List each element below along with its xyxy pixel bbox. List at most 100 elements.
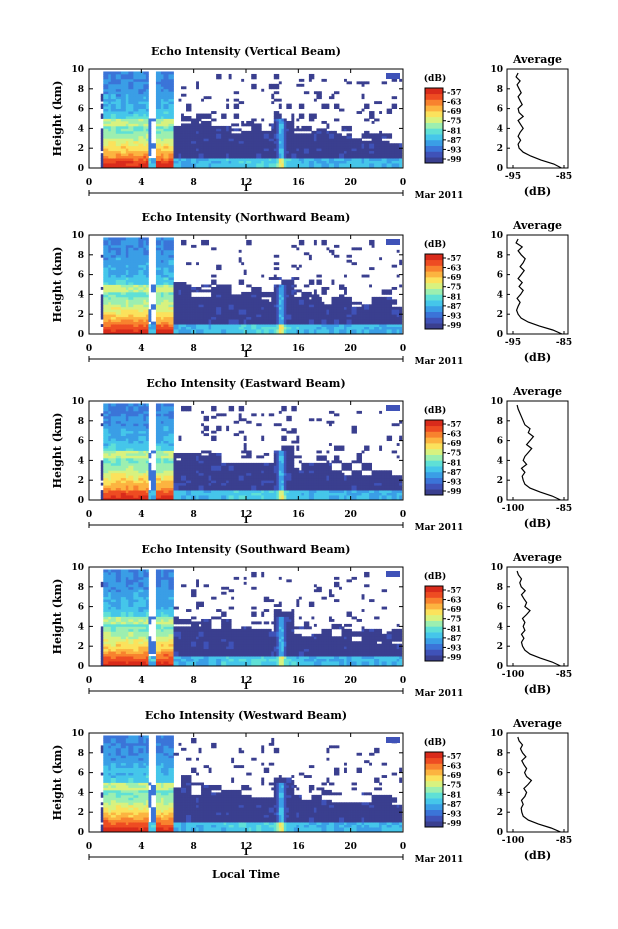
heatmap-cell xyxy=(216,148,220,152)
heatmap-cell xyxy=(168,257,172,261)
heatmap-cell xyxy=(128,150,132,154)
heatmap-cell xyxy=(105,267,109,271)
heatmap-cell xyxy=(236,98,240,102)
heatmap-cell xyxy=(170,296,174,300)
heatmap-cell xyxy=(118,125,122,129)
heatmap-cell xyxy=(163,135,167,139)
heatmap-cell xyxy=(140,269,144,273)
heatmap-cell xyxy=(293,160,297,164)
heatmap-cell xyxy=(191,125,194,129)
heatmap-cell xyxy=(371,133,375,137)
heatmap-cell xyxy=(266,150,270,154)
heatmap-cell xyxy=(211,294,215,298)
heatmap-cell xyxy=(155,262,159,266)
heatmap-cell xyxy=(145,289,149,293)
heatmap-cell xyxy=(188,145,192,149)
heatmap-cell xyxy=(371,140,375,144)
heatmap-cell xyxy=(138,123,142,127)
heatmap-cell xyxy=(298,78,302,82)
heatmap-cell xyxy=(231,128,235,132)
heatmap-cell xyxy=(173,165,177,169)
heatmap-cell xyxy=(160,286,164,290)
heatmap-cell xyxy=(196,331,199,335)
heatmap-cell xyxy=(178,306,182,310)
heatmap-cell xyxy=(241,321,245,325)
heatmap-cell xyxy=(145,76,149,80)
heatmap-cell xyxy=(248,150,252,154)
heatmap-cell xyxy=(160,267,164,271)
heatmap-cell xyxy=(281,148,285,152)
heatmap-cell xyxy=(278,118,282,122)
heatmap-cell xyxy=(170,78,174,82)
heatmap-cell xyxy=(236,135,240,139)
heatmap-cell xyxy=(331,155,335,159)
heatmap-cell xyxy=(113,81,117,85)
heatmap-cell xyxy=(118,296,122,300)
heatmap-cell xyxy=(100,116,104,119)
heatmap-cell xyxy=(155,306,159,310)
heatmap-cell xyxy=(243,148,247,152)
heatmap-cell xyxy=(143,153,147,157)
heatmap-cell xyxy=(165,125,169,129)
heatmap-cell xyxy=(191,296,194,300)
heatmap-cell xyxy=(223,128,227,132)
heatmap-cell xyxy=(278,163,282,166)
heatmap-cell xyxy=(193,140,197,144)
heatmap-cell xyxy=(276,76,280,80)
heatmap-cell xyxy=(316,316,320,320)
heatmap-cell xyxy=(256,135,260,139)
heatmap-cell xyxy=(183,160,187,164)
heatmap-cell xyxy=(191,118,194,122)
heatmap-cell xyxy=(236,138,240,142)
heatmap-cell xyxy=(281,321,285,325)
heatmap-cell xyxy=(130,316,134,320)
heatmap-cell xyxy=(318,91,322,95)
heatmap-cell xyxy=(178,155,182,159)
heatmap-cell xyxy=(258,314,262,318)
heatmap-cell xyxy=(349,135,352,139)
heatmap-cell xyxy=(160,289,164,293)
heatmap-cell xyxy=(366,135,370,139)
heatmap-cell xyxy=(258,321,262,325)
heatmap-cell xyxy=(339,153,342,157)
heatmap-cell xyxy=(138,274,142,278)
heatmap-cell xyxy=(140,296,144,300)
heatmap-cell xyxy=(268,331,272,335)
heatmap-cell xyxy=(140,158,144,161)
heatmap-cell xyxy=(306,163,310,166)
heatmap-cell xyxy=(125,133,129,137)
heatmap-cell xyxy=(374,101,378,105)
heatmap-cell xyxy=(253,294,257,298)
heatmap-cell xyxy=(261,314,265,318)
heatmap-cell xyxy=(130,272,134,276)
heatmap-cell xyxy=(145,145,149,149)
heatmap-cell xyxy=(268,145,272,149)
heatmap-cell xyxy=(331,153,335,157)
heatmap-cell xyxy=(130,299,134,303)
heatmap-cell xyxy=(176,311,179,315)
heatmap-cell xyxy=(110,274,114,278)
heatmap-cell xyxy=(376,135,380,139)
heatmap-cell xyxy=(298,106,302,110)
heatmap-cell xyxy=(203,319,207,323)
heatmap-cell xyxy=(176,163,179,166)
heatmap-cell xyxy=(266,155,270,159)
heatmap-cell xyxy=(246,120,250,124)
heatmap-cell xyxy=(173,304,177,308)
x-tick-label: 16 xyxy=(292,178,305,188)
heatmap-cell xyxy=(110,324,114,327)
heatmap-cell xyxy=(316,331,320,335)
heatmap-cell xyxy=(266,316,270,320)
heatmap-cell xyxy=(103,91,107,95)
heatmap-cell xyxy=(118,311,122,315)
heatmap-cell xyxy=(276,277,280,280)
heatmap-cell xyxy=(241,316,245,320)
heatmap-cell xyxy=(318,324,322,327)
heatmap-cell xyxy=(283,145,287,149)
heatmap-cell xyxy=(233,326,237,330)
heatmap-cell xyxy=(291,150,295,154)
heatmap-cell xyxy=(359,160,362,164)
heatmap-cell xyxy=(271,329,275,332)
heatmap-cell xyxy=(213,301,217,305)
heatmap-cell xyxy=(145,81,149,85)
